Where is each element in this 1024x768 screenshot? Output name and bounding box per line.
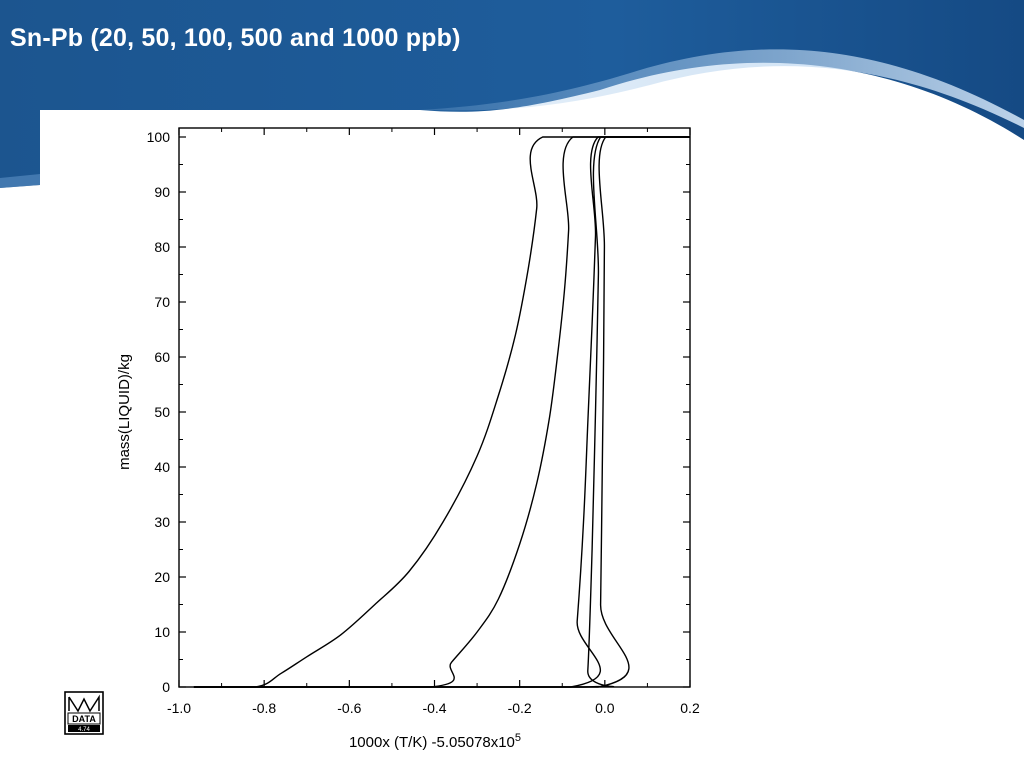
x-tick-label: -0.2 bbox=[508, 700, 532, 716]
x-axis-label-superscript: 5 bbox=[515, 732, 521, 744]
y-tick-label: 20 bbox=[154, 569, 170, 585]
y-tick-label: 50 bbox=[154, 404, 170, 420]
x-tick-label: 0.0 bbox=[595, 700, 615, 716]
series-line-5 bbox=[193, 136, 690, 688]
x-tick-label: -0.4 bbox=[422, 700, 446, 716]
series-line-1 bbox=[193, 136, 690, 688]
mtdata-logo-icon: DATA 4.74 bbox=[64, 691, 104, 735]
y-tick-label: 10 bbox=[154, 624, 170, 640]
x-tick-label: 0.2 bbox=[680, 700, 700, 716]
y-tick-label: 40 bbox=[154, 459, 170, 475]
y-tick-label: 30 bbox=[154, 514, 170, 530]
slide-title: Sn-Pb (20, 50, 100, 500 and 1000 ppb) bbox=[10, 24, 461, 52]
header-banner bbox=[0, 0, 1024, 188]
tick-marks bbox=[178, 128, 691, 688]
y-tick-label: 90 bbox=[154, 184, 170, 200]
y-tick-label: 70 bbox=[154, 294, 170, 310]
x-tick-label: -1.0 bbox=[167, 700, 191, 716]
series-lines bbox=[193, 136, 690, 688]
series-line-3 bbox=[193, 136, 690, 688]
y-tick-label: 0 bbox=[162, 679, 170, 695]
y-tick-label: 60 bbox=[154, 349, 170, 365]
tick-labels: -1.0 -0.8 -0.6 -0.4 -0.2 0.0 0.2 0 10 20 30 40 50 60 7… bbox=[147, 129, 700, 716]
x-tick-label: -0.8 bbox=[252, 700, 276, 716]
x-axis-label-text: 1000x (T/K) -5.05078x10 bbox=[349, 734, 515, 751]
y-axis-label: mass(LIQUID)/kg bbox=[116, 354, 133, 470]
y-tick-label: 100 bbox=[147, 129, 171, 145]
plot-frame bbox=[178, 127, 691, 688]
x-tick-label: -0.6 bbox=[337, 700, 361, 716]
y-tick-label: 80 bbox=[154, 239, 170, 255]
series-line-2 bbox=[193, 136, 690, 688]
logo-version: 4.74 bbox=[78, 727, 90, 733]
x-axis-label: 1000x (T/K) -5.05078x105 bbox=[349, 732, 521, 751]
logo-text: DATA bbox=[72, 714, 96, 724]
series-line-4 bbox=[193, 136, 690, 688]
